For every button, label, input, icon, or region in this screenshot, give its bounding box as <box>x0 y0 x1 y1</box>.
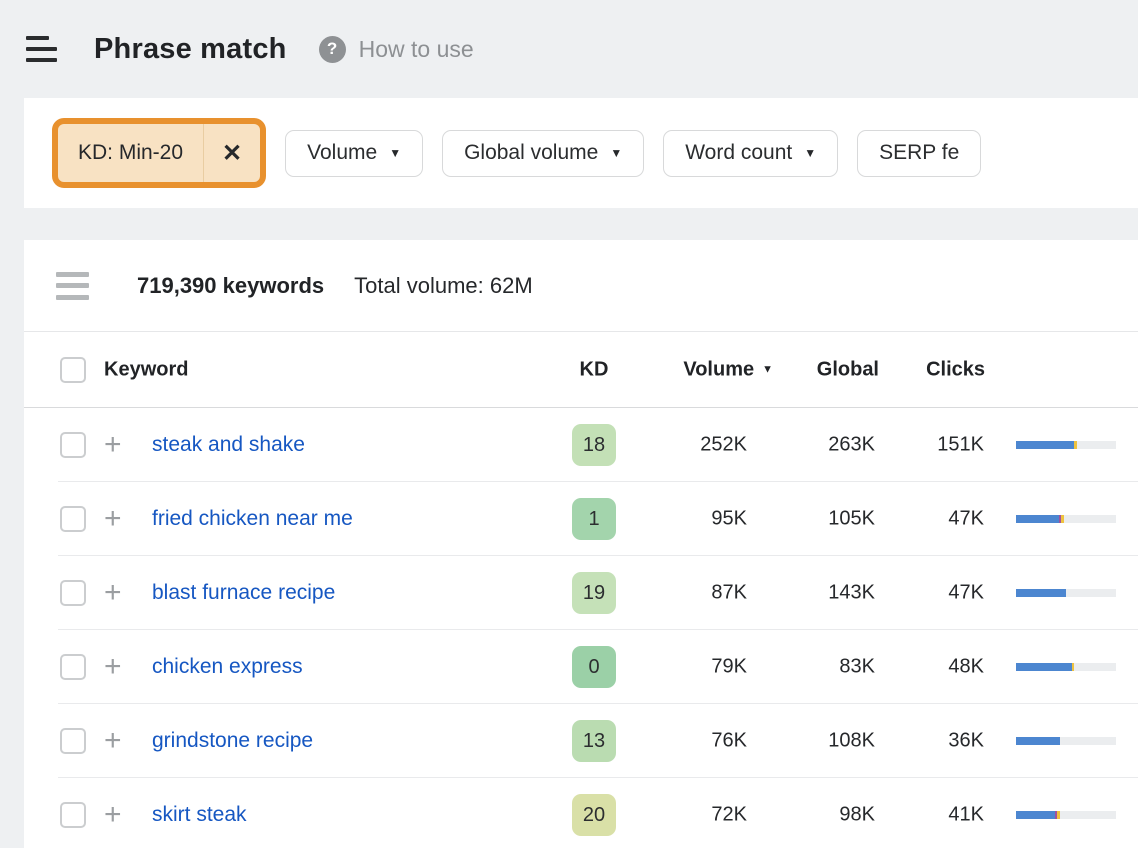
clicks-value: 48K <box>948 655 984 678</box>
volume-value: 76K <box>711 729 747 752</box>
row-checkbox[interactable] <box>60 432 86 458</box>
chevron-down-icon: ▼ <box>610 146 623 160</box>
clicks-value: 36K <box>948 729 984 752</box>
how-to-use-label: How to use <box>358 35 474 62</box>
results-card: 719,390 keywords Total volume: 62M Keywo… <box>24 240 1138 848</box>
clicks-value: 151K <box>937 433 984 456</box>
row-checkbox[interactable] <box>60 802 86 828</box>
keyword-link[interactable]: skirt steak <box>152 803 247 826</box>
how-to-use-link[interactable]: ? How to use <box>318 35 474 63</box>
add-to-list-icon[interactable]: + <box>104 650 122 683</box>
row-checkbox[interactable] <box>60 728 86 754</box>
word-count-filter-label: Word count <box>685 141 793 164</box>
add-to-list-icon[interactable]: + <box>104 576 122 609</box>
add-to-list-icon[interactable]: + <box>104 428 122 461</box>
list-options-icon[interactable] <box>56 271 89 300</box>
keywords-count: 719,390 keywords <box>137 272 325 298</box>
keyword-link[interactable]: steak and shake <box>152 433 305 456</box>
row-checkbox[interactable] <box>60 506 86 532</box>
clicks-distribution-bar <box>1016 441 1116 449</box>
volume-value: 79K <box>711 655 747 678</box>
clicks-value: 41K <box>948 803 984 826</box>
total-volume: Total volume: 62M <box>354 272 533 298</box>
results-toolbar: 719,390 keywords Total volume: 62M <box>24 240 1138 332</box>
volume-value: 72K <box>711 803 747 826</box>
row-checkbox[interactable] <box>60 580 86 606</box>
global-volume-filter-button[interactable]: Global volume ▼ <box>442 129 645 177</box>
sort-caret-icon: ▼ <box>762 363 773 376</box>
select-all-checkbox[interactable] <box>60 356 86 383</box>
table-row: + chicken express 0 79K 83K 48K <box>24 630 1138 704</box>
clicks-distribution-bar <box>1016 737 1116 745</box>
table-row: + grindstone recipe 13 76K 108K 36K <box>24 704 1138 778</box>
volume-value: 252K <box>700 433 747 456</box>
volume-value: 87K <box>711 581 747 604</box>
kd-badge: 19 <box>572 572 616 614</box>
chevron-down-icon: ▼ <box>389 146 402 160</box>
table-row: + blast furnace recipe 19 87K 143K 47K <box>24 556 1138 630</box>
table-body: + steak and shake 18 252K 263K 151K + fr… <box>24 408 1138 848</box>
volume-value: 95K <box>711 507 747 530</box>
clicks-value: 47K <box>948 507 984 530</box>
keyword-link[interactable]: grindstone recipe <box>152 729 314 752</box>
global-volume-value: 263K <box>828 433 875 456</box>
add-to-list-icon[interactable]: + <box>104 724 122 757</box>
column-header-kd[interactable]: KD <box>579 358 609 380</box>
kd-filter-chip[interactable]: KD: Min-20 ✕ <box>52 118 267 188</box>
column-header-volume-label: Volume <box>683 358 755 380</box>
row-checkbox[interactable] <box>60 654 86 680</box>
column-header-global[interactable]: Global <box>816 358 879 380</box>
table-row: + skirt steak 20 72K 98K 41K <box>24 778 1138 848</box>
kd-badge: 20 <box>572 794 616 836</box>
sidebar-toggle-icon[interactable] <box>26 36 58 62</box>
volume-filter-label: Volume <box>307 141 378 164</box>
page-header: Phrase match ? How to use <box>0 0 1138 98</box>
column-header-keyword[interactable]: Keyword <box>104 358 189 380</box>
global-volume-value: 108K <box>828 729 875 752</box>
filter-bar: KD: Min-20 ✕ Volume ▼ Global volume ▼ Wo… <box>24 98 1138 208</box>
clicks-distribution-bar <box>1016 589 1116 597</box>
global-volume-value: 143K <box>828 581 875 604</box>
keyword-link[interactable]: chicken express <box>152 655 303 678</box>
clicks-distribution-bar <box>1016 663 1116 671</box>
volume-filter-button[interactable]: Volume ▼ <box>285 129 424 177</box>
table-header: Keyword KD Volume ▼ Global Clicks <box>24 332 1138 408</box>
table-row: + steak and shake 18 252K 263K 151K <box>24 408 1138 482</box>
clicks-distribution-bar <box>1016 811 1116 819</box>
chevron-down-icon: ▼ <box>804 146 817 160</box>
table-row: + fried chicken near me 1 95K 105K 47K <box>24 482 1138 556</box>
serp-features-filter-label: SERP fe <box>879 141 960 164</box>
kd-badge: 18 <box>572 424 616 466</box>
word-count-filter-button[interactable]: Word count ▼ <box>663 129 839 177</box>
help-icon: ? <box>318 35 346 63</box>
global-volume-filter-label: Global volume <box>464 141 599 164</box>
column-header-clicks[interactable]: Clicks <box>926 358 985 380</box>
global-volume-value: 83K <box>839 655 875 678</box>
kd-badge: 13 <box>572 720 616 762</box>
clicks-distribution-bar <box>1016 515 1116 523</box>
kd-filter-label[interactable]: KD: Min-20 <box>78 141 184 164</box>
add-to-list-icon[interactable]: + <box>104 502 122 535</box>
serp-features-filter-button[interactable]: SERP fe <box>857 129 982 177</box>
chip-divider <box>203 124 205 182</box>
column-header-volume[interactable]: Volume ▼ <box>683 358 773 381</box>
global-volume-value: 105K <box>828 507 875 530</box>
add-to-list-icon[interactable]: + <box>104 798 122 831</box>
remove-filter-icon[interactable]: ✕ <box>222 139 243 167</box>
kd-badge: 0 <box>572 646 616 688</box>
keyword-link[interactable]: fried chicken near me <box>152 507 353 530</box>
keyword-link[interactable]: blast furnace recipe <box>152 581 336 604</box>
global-volume-value: 98K <box>839 803 875 826</box>
kd-badge: 1 <box>572 498 616 540</box>
clicks-value: 47K <box>948 581 984 604</box>
section-gap <box>0 208 1138 240</box>
page-title: Phrase match <box>94 32 287 65</box>
